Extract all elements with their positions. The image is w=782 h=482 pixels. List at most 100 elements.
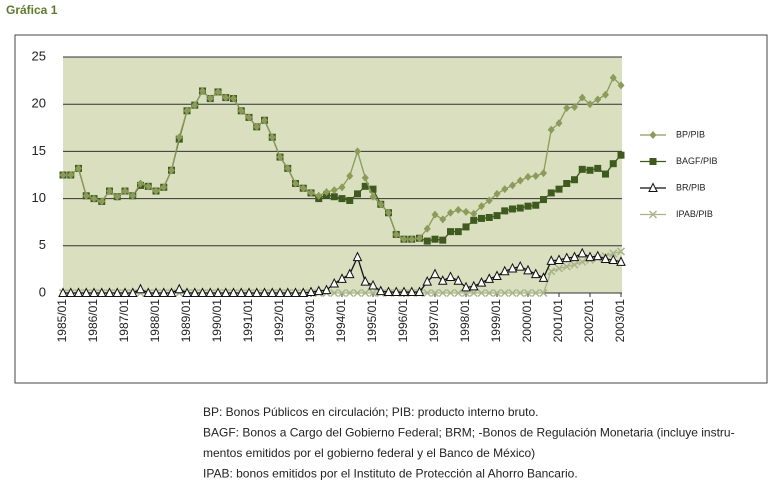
point <box>447 228 454 236</box>
point <box>228 287 239 297</box>
point <box>423 288 432 298</box>
point <box>585 251 595 262</box>
point <box>267 287 278 297</box>
point <box>213 287 223 297</box>
point <box>430 268 440 279</box>
point <box>344 268 355 279</box>
point <box>461 281 471 292</box>
point <box>168 166 175 175</box>
point <box>439 236 447 244</box>
point <box>516 176 524 185</box>
point <box>547 189 555 197</box>
x-tick-label: 2000/01 <box>520 299 534 343</box>
point <box>563 179 571 187</box>
point <box>205 287 216 297</box>
point <box>346 196 354 204</box>
point <box>230 94 237 103</box>
point <box>337 288 347 298</box>
point <box>315 191 323 200</box>
point <box>330 288 339 298</box>
point <box>369 185 377 193</box>
point <box>323 187 330 196</box>
legend-label: IPAB/PIB <box>676 209 713 219</box>
point <box>446 288 455 298</box>
point <box>313 285 324 296</box>
x-tick-label: 1997/01 <box>427 299 441 343</box>
point <box>571 103 578 112</box>
point <box>89 287 99 297</box>
point <box>353 288 362 298</box>
series <box>59 73 625 244</box>
point <box>106 187 113 196</box>
y-tick-label: 0 <box>39 284 46 299</box>
point <box>447 208 454 217</box>
point <box>112 287 123 297</box>
point <box>469 288 478 298</box>
point <box>276 153 284 162</box>
x-tick-label: 1992/01 <box>272 299 286 343</box>
point <box>468 280 479 291</box>
point <box>532 171 540 180</box>
point <box>352 251 363 262</box>
point <box>67 171 75 179</box>
point <box>253 122 261 131</box>
point <box>523 264 533 275</box>
point <box>391 286 402 297</box>
point <box>439 215 447 224</box>
point <box>616 256 626 266</box>
point <box>586 100 594 109</box>
point <box>354 190 361 198</box>
point <box>307 188 315 197</box>
point <box>197 287 208 297</box>
point <box>98 197 106 206</box>
point <box>477 288 486 298</box>
point <box>220 287 231 297</box>
point <box>282 287 293 297</box>
point <box>127 287 138 297</box>
point <box>414 286 425 297</box>
point <box>454 228 462 236</box>
point <box>292 179 299 188</box>
point <box>375 285 386 296</box>
point <box>135 283 146 294</box>
chart-frame <box>14 34 768 384</box>
point <box>501 207 509 215</box>
point <box>183 106 191 115</box>
point <box>214 87 222 96</box>
point <box>515 260 526 271</box>
point <box>306 286 316 297</box>
point <box>493 189 501 198</box>
legend-label: BP/PIB <box>676 129 705 139</box>
footnote: IPAB: bonos emitidos por el Instituto de… <box>203 467 578 481</box>
x-tick-label: 1985/01 <box>55 299 69 343</box>
point <box>158 287 169 297</box>
point <box>275 287 285 297</box>
point <box>400 235 408 244</box>
point <box>222 93 230 102</box>
point <box>617 81 625 90</box>
point <box>251 287 262 297</box>
y-tick-label: 25 <box>32 48 46 63</box>
point <box>354 147 361 156</box>
point <box>144 182 152 191</box>
point <box>189 287 200 297</box>
point <box>578 165 586 173</box>
point <box>75 164 82 173</box>
point <box>602 170 609 178</box>
point <box>143 287 154 297</box>
point <box>578 93 586 102</box>
legend-label: BAGF/PIB <box>676 156 718 166</box>
point <box>609 160 617 168</box>
chart-title: Gráfica 1 <box>6 3 58 17</box>
point <box>82 191 90 200</box>
point <box>485 196 493 205</box>
point <box>509 205 516 213</box>
point <box>152 187 160 196</box>
point <box>516 288 525 298</box>
point <box>540 196 547 204</box>
x-tick-label: 1988/01 <box>148 299 162 343</box>
point <box>501 185 509 194</box>
point <box>532 201 540 209</box>
point <box>377 200 385 209</box>
